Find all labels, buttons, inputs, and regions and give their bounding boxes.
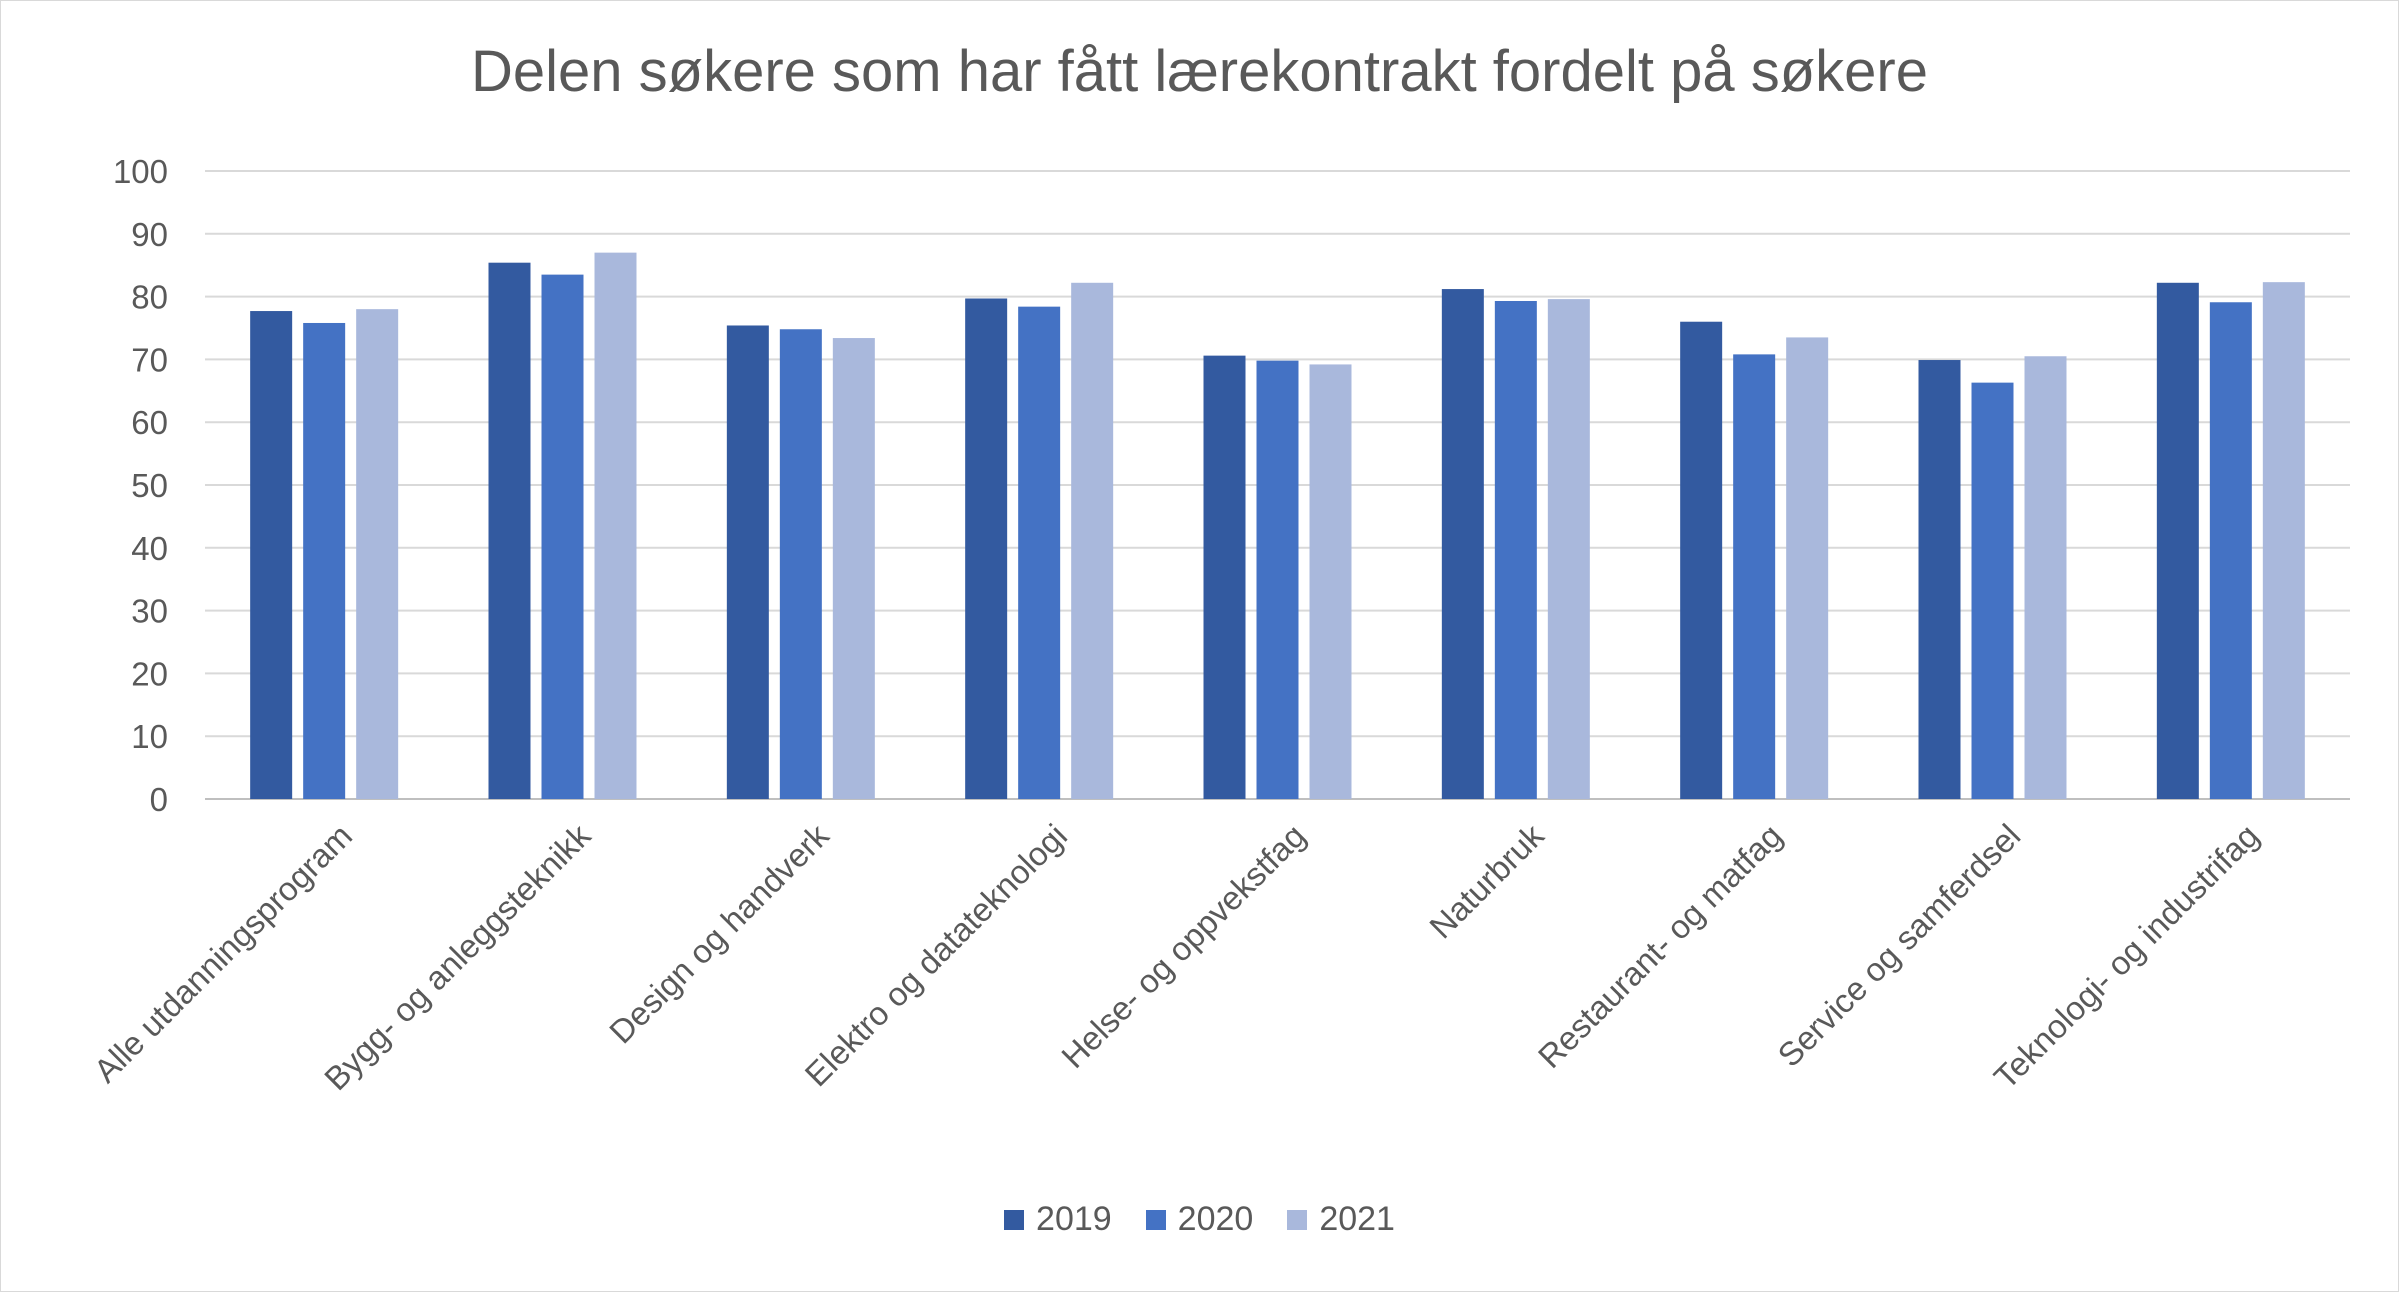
y-tick-label: 100 [113,153,168,190]
bar-2019-2 [726,325,769,799]
bar-2021-2 [832,338,875,799]
legend-item: 2019 [1004,1200,1112,1239]
bar-2021-3 [1071,282,1114,799]
bar-2021-7 [2024,356,2067,799]
bar-2020-5 [1494,300,1537,799]
x-category-label: Teknologi- og industrifag [1987,817,2266,1096]
legend-label: 2019 [1036,1200,1112,1238]
bar-2020-7 [1971,382,2014,799]
x-category-label: Service og samferdsel [1770,817,2027,1074]
bar-2021-6 [1786,337,1829,799]
bar-2021-5 [1547,299,1590,799]
legend-swatch [1287,1209,1308,1230]
bar-2020-1 [541,274,584,799]
bar-2020-6 [1733,354,1776,799]
legend-label: 2021 [1319,1200,1395,1238]
bar-2020-4 [1256,360,1299,799]
bar-2020-3 [1018,306,1061,799]
y-tick-label: 70 [131,341,168,378]
x-category-label: Bygg- og anleggsteknikk [317,816,598,1097]
y-axis-ticks: 0 10 20 30 40 50 60 70 80 90 100 [113,153,168,818]
y-tick-label: 40 [131,530,168,567]
bar-2020-0 [303,322,346,799]
bar-2021-1 [594,252,637,799]
bar-2019-4 [1203,355,1246,799]
bar-2019-0 [250,311,293,799]
bar-2021-8 [2262,282,2305,799]
y-tick-label: 90 [131,216,168,253]
x-category-label: Helse- og oppvekstfag [1054,817,1312,1075]
x-category-label: Restaurant- og matfag [1531,817,1789,1075]
y-tick-label: 80 [131,279,168,316]
legend-item: 2020 [1145,1200,1254,1239]
bar-2021-4 [1309,364,1352,799]
y-tick-label: 50 [131,467,168,504]
bar-2020-8 [2209,302,2252,799]
bar-2019-5 [1441,289,1484,799]
x-category-label: Naturbruk [1422,816,1551,945]
bar-2019-7 [1918,360,1961,799]
legend-swatch [1004,1209,1025,1230]
y-tick-label: 20 [131,655,168,692]
x-category-label: Elektro og datateknologi [798,817,1075,1094]
bar-2019-8 [2156,282,2199,799]
bar-2019-3 [965,298,1008,799]
bar-2019-1 [488,262,531,799]
chart-title: Delen søkere som har fått lærekontrakt f… [470,39,1929,104]
bars [250,252,2305,799]
x-category-label: Design og handverk [602,816,836,1050]
x-category-label: Alle utdanningsprogram [86,817,359,1090]
legend-swatch [1145,1209,1166,1230]
bar-2021-0 [356,309,399,799]
legend-label: 2020 [1177,1200,1254,1238]
legend-item: 2021 [1287,1200,1395,1239]
y-tick-label: 60 [131,404,168,441]
bar-2019-6 [1680,321,1723,799]
y-tick-label: 30 [131,593,168,630]
y-tick-label: 0 [150,781,168,818]
legend: 2019 2020 2021 [0,1200,2399,1239]
y-tick-label: 10 [131,718,168,755]
bar-2020-2 [779,329,822,799]
